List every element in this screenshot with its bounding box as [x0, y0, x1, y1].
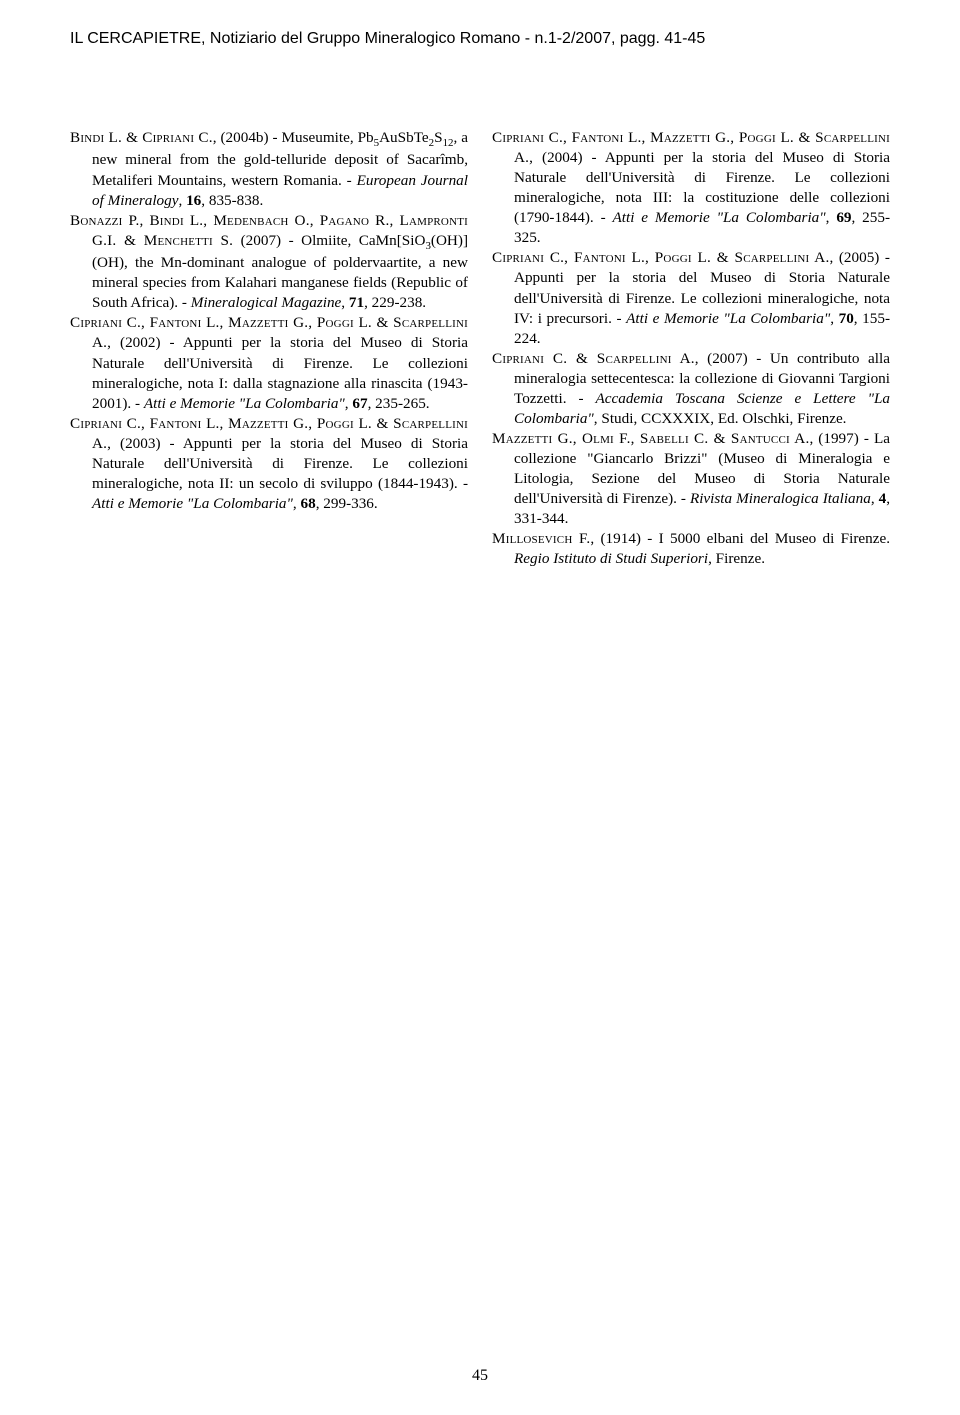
reference-entry: Millosevich F., (1914) - I 5000 elbani d…	[492, 529, 890, 569]
ref-authors: Cipriani C., Fantoni L., Poggi L. & Scar…	[492, 249, 829, 266]
reference-entry: Cipriani C., Fantoni L., Mazzetti G., Po…	[492, 128, 890, 248]
ref-journal: Atti e Memorie "La Colombaria"	[144, 395, 345, 412]
ref-text: AuSbTe	[379, 129, 429, 146]
reference-entry: Bindi L. & Cipriani C., (2004b) - Museum…	[70, 128, 468, 211]
ref-text: , Firenze.	[708, 550, 765, 567]
running-header: IL CERCAPIETRE, Notiziario del Gruppo Mi…	[70, 30, 890, 48]
ref-volume: 69	[836, 209, 851, 226]
reference-entry: Cipriani C., Fantoni L., Poggi L. & Scar…	[492, 248, 890, 348]
ref-authors: Millosevich F.	[492, 530, 590, 547]
ref-pages: , 235-265.	[368, 395, 430, 412]
reference-entry: Cipriani C. & Scarpellini A., (2007) - U…	[492, 349, 890, 429]
ref-volume: 71	[349, 294, 364, 311]
ref-text: S	[434, 129, 442, 146]
ref-text: ,	[293, 495, 301, 512]
ref-journal: Atti e Memorie "La Colombaria"	[626, 310, 830, 327]
ref-pages: , 229-238.	[364, 294, 426, 311]
ref-pages: , 299-336.	[316, 495, 378, 512]
ref-text: (2007) - Olmiite, CaMn[SiO	[233, 232, 425, 249]
reference-columns: Bindi L. & Cipriani C., (2004b) - Museum…	[70, 128, 890, 569]
ref-volume: 16	[186, 192, 201, 209]
ref-authors: Mazzetti G., Olmi F., Sabelli C. & Santu…	[492, 430, 809, 447]
reference-entry: Cipriani C., Fantoni L., Mazzetti G., Po…	[70, 414, 468, 514]
ref-volume: 67	[352, 395, 367, 412]
ref-authors: Cipriani C. & Scarpellini A.	[492, 350, 695, 367]
column-left: Bindi L. & Cipriani C., (2004b) - Museum…	[70, 128, 468, 569]
ref-journal: Rivista Mineralogica Italiana	[690, 490, 871, 507]
ref-journal: Regio Istituto di Studi Superiori	[514, 550, 708, 567]
chem-sub: 12	[443, 137, 454, 149]
page-number: 45	[0, 1367, 960, 1385]
ref-journal: Mineralogical Magazine	[191, 294, 342, 311]
ref-authors: Bindi L. & Cipriani C.	[70, 129, 213, 146]
column-right: Cipriani C., Fantoni L., Mazzetti G., Po…	[492, 128, 890, 569]
ref-journal: Atti e Memorie "La Colombaria"	[92, 495, 293, 512]
page: IL CERCAPIETRE, Notiziario del Gruppo Mi…	[0, 0, 960, 1415]
ref-text: ,	[178, 192, 186, 209]
ref-volume: 70	[839, 310, 854, 327]
ref-text: , Studi, CCXXXIX, Ed. Olschki, Firenze.	[594, 410, 847, 427]
ref-volume: 68	[301, 495, 316, 512]
reference-entry: Cipriani C., Fantoni L., Mazzetti G., Po…	[70, 313, 468, 413]
ref-text: ,	[871, 490, 879, 507]
reference-entry: Bonazzi P., Bindi L., Medenbach O., Paga…	[70, 211, 468, 314]
ref-journal: Atti e Memorie "La Colombaria"	[613, 209, 826, 226]
ref-text: , (1914) - I 5000 elbani del Museo di Fi…	[590, 530, 890, 547]
ref-text: , (2004b) - Museumite, Pb	[213, 129, 374, 146]
ref-text: ,	[830, 310, 838, 327]
ref-text: , (2003) - Appunti per la storia del Mus…	[92, 435, 468, 492]
reference-entry: Mazzetti G., Olmi F., Sabelli C. & Santu…	[492, 429, 890, 529]
ref-text: ,	[341, 294, 349, 311]
ref-text: ,	[826, 209, 837, 226]
ref-pages: , 835-838.	[201, 192, 263, 209]
